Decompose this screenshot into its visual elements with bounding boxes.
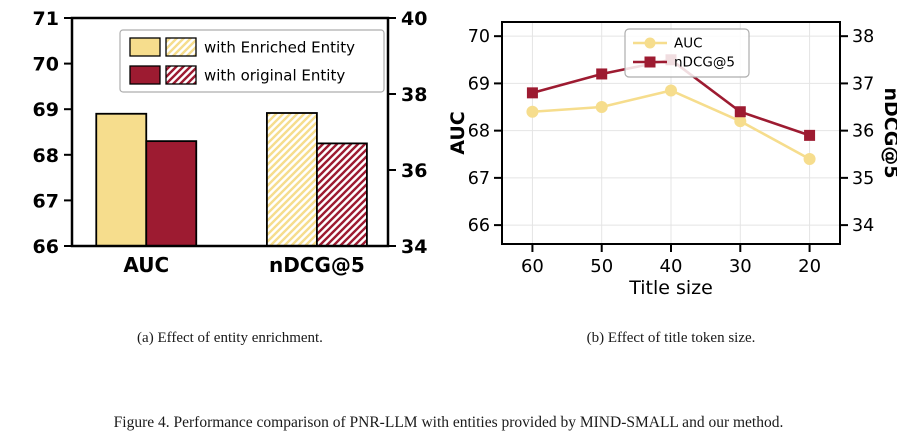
subcaption-a: (a) Effect of entity enrichment. [137,330,323,346]
plot-border [70,16,390,248]
svg-text:34: 34 [401,236,427,258]
svg-text:50: 50 [590,256,613,277]
svg-text:71: 71 [33,8,59,30]
svg-text:38: 38 [852,27,874,47]
svg-text:69: 69 [33,99,59,121]
svg-text:40: 40 [401,8,427,30]
bar-right-axis: 34 36 38 40 [388,8,427,258]
svg-text:69: 69 [468,74,490,94]
bar-nDCG@5-series1 [315,142,368,247]
svg-text:68: 68 [468,122,490,142]
title-size-line-chart: 66 67 68 69 70 34 35 36 37 38 60 50 40 30 20 Title size… [447,21,897,299]
svg-text:20: 20 [798,256,821,277]
svg-text:30: 30 [729,256,752,277]
right-axis-label: nDCG@5 [880,87,897,178]
svg-text:70: 70 [468,27,490,47]
subcaption-b: (b) Effect of title token size. [586,330,756,346]
svg-text:38: 38 [401,84,427,106]
svg-text:66: 66 [468,216,490,236]
svg-text:with original Entity: with original Entity [204,67,345,85]
bar-legend: with Enriched Entity with original Entity [119,29,385,93]
line-x-axis: 60 50 40 30 20 [521,244,821,277]
svg-text:AUC: AUC [123,253,169,276]
svg-text:nDCG@5: nDCG@5 [674,55,735,71]
line-left-axis: 66 67 68 69 70 [468,27,502,236]
line-right-axis: 34 35 36 37 38 [840,27,874,236]
svg-text:70: 70 [33,54,59,76]
bar-nDCG@5-series0 [265,112,318,247]
svg-text:nDCG@5: nDCG@5 [269,253,365,276]
entity-enrichment-bar-chart: 66 67 68 69 70 71 34 36 38 40 AUC nDCG@5 with Enrich… [33,8,428,276]
svg-text:34: 34 [852,216,874,236]
svg-text:67: 67 [33,190,59,212]
bar-left-axis: 66 67 68 69 70 71 [33,8,72,258]
bar-AUC-series1 [145,140,198,247]
line-legend: AUC nDCG@5 [624,28,750,78]
svg-text:with Enriched Entity: with Enriched Entity [204,39,355,57]
svg-text:67: 67 [468,169,490,189]
svg-text:36: 36 [401,160,427,182]
series-AUC [526,84,816,165]
svg-text:40: 40 [660,256,683,277]
svg-text:68: 68 [33,145,59,167]
figure-caption: Figure 4. Performance comparison of PNR-… [113,414,784,431]
svg-text:37: 37 [852,74,874,94]
x-axis-label: Title size [628,277,713,299]
plot-border [501,21,841,245]
bars [95,112,368,247]
left-axis-label: AUC [447,111,469,155]
svg-text:66: 66 [33,236,59,258]
bar-AUC-series0 [95,112,148,247]
bar-category-labels: AUC nDCG@5 [123,253,364,276]
svg-text:36: 36 [852,122,874,142]
svg-text:AUC: AUC [674,36,703,52]
svg-text:35: 35 [852,169,874,189]
svg-text:60: 60 [521,256,544,277]
